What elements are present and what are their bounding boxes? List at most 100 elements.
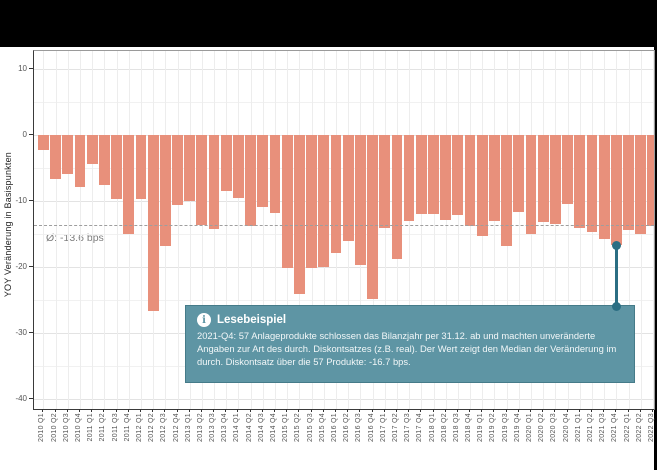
bar-2018-Q4[interactable] <box>464 135 476 226</box>
x-tick <box>152 409 154 412</box>
bar-2017-Q1[interactable] <box>379 135 391 228</box>
bar-2019-Q1[interactable] <box>476 135 488 237</box>
bar-2014-Q2[interactable] <box>245 135 257 226</box>
bar-2022-Q3[interactable] <box>647 135 654 226</box>
bar-2013-Q1[interactable] <box>184 135 196 202</box>
bar-2021-Q4[interactable] <box>610 135 622 246</box>
x-tick-label: 2021 Q3 <box>599 413 607 442</box>
lesebeispiel-tooltip: i Lesebeispiel 2021-Q4: 57 Anlageprodukt… <box>185 305 635 383</box>
x-tick-label: 2017 Q2 <box>391 413 399 442</box>
y-tick-label: -30 <box>15 327 27 337</box>
v-gridline <box>409 51 411 409</box>
tooltip-title: Lesebeispiel <box>217 314 287 326</box>
x-tick-label: 2013 Q2 <box>196 413 204 442</box>
y-tick-label: 10 <box>18 63 27 73</box>
v-gridline <box>518 51 520 409</box>
bar-2018-Q3[interactable] <box>452 135 464 216</box>
v-gridline <box>80 51 81 409</box>
bar-2022-Q2[interactable] <box>635 135 647 235</box>
bar-2016-Q3[interactable] <box>354 135 366 266</box>
v-gridline <box>579 51 581 409</box>
annotation-connector-dot <box>611 301 621 311</box>
bar-2010-Q3[interactable] <box>62 135 74 174</box>
bar-2013-Q3[interactable] <box>208 135 220 229</box>
x-tick-label: 2022 Q2 <box>635 413 643 442</box>
bar-2019-Q3[interactable] <box>501 135 513 247</box>
bar-2015-Q4[interactable] <box>318 135 330 268</box>
bar-2021-Q3[interactable] <box>598 135 610 239</box>
bar-2019-Q4[interactable] <box>513 135 525 213</box>
annotation-connector-line <box>615 245 618 306</box>
bar-2012-Q3[interactable] <box>159 135 171 247</box>
bar-2014-Q4[interactable] <box>269 135 281 214</box>
bar-2013-Q2[interactable] <box>196 135 208 226</box>
bar-2015-Q1[interactable] <box>281 135 293 268</box>
y-axis-title: YOY Veränderung in Basispunkten <box>3 152 13 298</box>
tooltip-body: 2021-Q4: 57 Anlageprodukte schlossen das… <box>197 330 617 367</box>
bar-2021-Q1[interactable] <box>574 135 586 228</box>
bar-2011-Q1[interactable] <box>86 135 98 164</box>
v-gridline <box>470 51 471 409</box>
bar-2019-Q2[interactable] <box>489 135 500 222</box>
bar-2018-Q1[interactable] <box>428 135 439 214</box>
bar-2010-Q4[interactable] <box>74 135 86 187</box>
bar-2020-Q2[interactable] <box>537 135 549 223</box>
v-gridline <box>421 51 423 409</box>
bar-2015-Q3[interactable] <box>306 135 317 268</box>
bar-2011-Q2[interactable] <box>98 135 110 186</box>
x-tick-label: 2022 Q3 <box>647 413 655 442</box>
h-gridline <box>34 69 654 71</box>
bar-2017-Q2[interactable] <box>391 135 403 260</box>
x-tick <box>249 409 251 412</box>
v-gridline <box>445 51 447 409</box>
bar-2012-Q2[interactable] <box>147 135 159 311</box>
bar-2011-Q4[interactable] <box>123 135 135 235</box>
bar-2020-Q4[interactable] <box>562 135 573 204</box>
v-gridline <box>55 51 57 409</box>
bar-2017-Q3[interactable] <box>403 135 415 222</box>
bar-2017-Q4[interactable] <box>415 135 427 214</box>
bar-2014-Q3[interactable] <box>257 135 269 207</box>
x-tick-label: 2013 Q1 <box>184 413 192 442</box>
bar-2015-Q2[interactable] <box>293 135 305 295</box>
x-tick <box>615 409 617 412</box>
bar-2022-Q1[interactable] <box>623 135 634 230</box>
bar-2016-Q2[interactable] <box>342 135 354 241</box>
x-tick <box>103 409 105 412</box>
y-tick-label: -40 <box>15 393 27 403</box>
bar-2014-Q1[interactable] <box>233 135 244 198</box>
x-tick-label: 2012 Q3 <box>160 413 168 442</box>
bar-2020-Q3[interactable] <box>549 135 561 224</box>
x-tick <box>225 409 227 412</box>
bar-2010-Q1[interactable] <box>38 135 49 151</box>
x-tick-label: 2020 Q4 <box>562 413 570 442</box>
bar-2016-Q4[interactable] <box>367 135 378 299</box>
x-tick-label: 2014 Q1 <box>233 413 241 442</box>
x-tick <box>91 409 93 412</box>
x-tick-label: 2014 Q2 <box>245 413 253 442</box>
x-tick <box>651 409 653 412</box>
v-gridline <box>116 51 118 409</box>
x-tick-label: 2019 Q1 <box>477 413 485 442</box>
bar-2011-Q3[interactable] <box>111 135 122 200</box>
bar-2018-Q2[interactable] <box>440 135 452 220</box>
x-tick-label: 2013 Q4 <box>221 413 229 442</box>
bar-2016-Q1[interactable] <box>330 135 342 254</box>
x-tick <box>542 409 544 412</box>
bar-2010-Q2[interactable] <box>50 135 61 180</box>
v-gridline <box>494 51 496 409</box>
x-tick <box>517 409 519 412</box>
bar-2013-Q4[interactable] <box>220 135 232 192</box>
x-tick <box>383 409 385 412</box>
bar-2012-Q4[interactable] <box>172 135 183 205</box>
x-tick-label: 2012 Q4 <box>172 413 180 442</box>
bar-2021-Q2[interactable] <box>586 135 598 233</box>
x-tick-label: 2016 Q4 <box>367 413 375 442</box>
bar-2012-Q1[interactable] <box>135 135 147 200</box>
x-tick <box>298 409 300 412</box>
x-tick <box>310 409 312 412</box>
bar-2020-Q1[interactable] <box>525 135 537 235</box>
x-tick <box>54 409 56 412</box>
v-gridline <box>250 51 252 409</box>
x-tick-label: 2011 Q4 <box>123 413 131 442</box>
